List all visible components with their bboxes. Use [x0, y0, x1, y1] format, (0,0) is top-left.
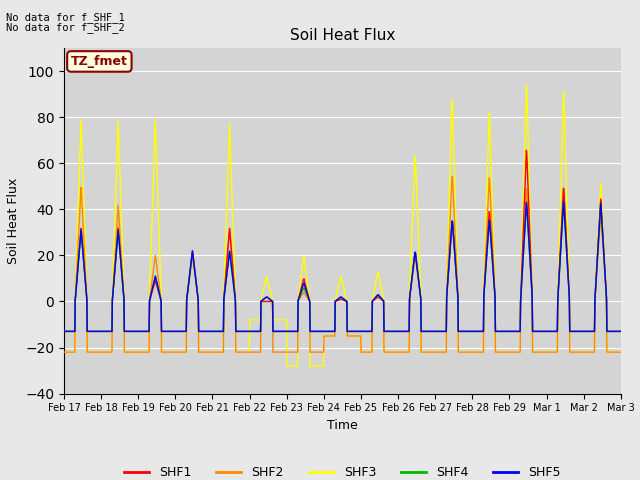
SHF3	[246, 317, 254, 323]
X-axis label: Time: Time	[327, 419, 358, 432]
SHF2	[170, 349, 178, 355]
SHF5	[246, 328, 254, 334]
Line: SHF1: SHF1	[64, 150, 621, 331]
Legend: SHF1, SHF2, SHF3, SHF4, SHF5: SHF1, SHF2, SHF3, SHF4, SHF5	[119, 461, 566, 480]
Line: SHF2: SHF2	[64, 176, 621, 352]
SHF1	[551, 328, 559, 334]
SHF4	[246, 328, 254, 334]
SHF5	[429, 328, 436, 334]
Text: No data for f_SHF_1: No data for f_SHF_1	[6, 12, 125, 23]
SHF2	[246, 349, 254, 355]
SHF1	[246, 328, 254, 334]
SHF1	[170, 328, 178, 334]
Line: SHF4: SHF4	[64, 204, 621, 331]
SHF3	[552, 349, 559, 355]
SHF5	[560, 199, 568, 204]
SHF3	[283, 363, 291, 369]
SHF4	[60, 328, 68, 334]
SHF5	[184, 287, 191, 293]
SHF2	[429, 349, 436, 355]
SHF1	[60, 328, 68, 334]
Text: TZ_fmet: TZ_fmet	[71, 55, 128, 68]
SHF3	[617, 349, 625, 355]
SHF4	[597, 201, 605, 206]
SHF3	[502, 349, 509, 355]
SHF2	[617, 349, 625, 355]
SHF4	[170, 328, 178, 334]
SHF1	[617, 328, 625, 334]
SHF2	[184, 288, 191, 294]
SHF5	[60, 328, 68, 334]
SHF1	[184, 287, 191, 293]
SHF4	[617, 328, 625, 334]
SHF4	[502, 328, 509, 334]
Line: SHF3: SHF3	[64, 85, 621, 366]
SHF4	[184, 287, 191, 293]
Y-axis label: Soil Heat Flux: Soil Heat Flux	[6, 178, 20, 264]
SHF2	[448, 173, 456, 179]
SHF1	[502, 328, 509, 334]
SHF3	[184, 288, 191, 294]
SHF4	[429, 328, 436, 334]
SHF2	[502, 349, 509, 355]
SHF3	[60, 349, 68, 355]
SHF1	[522, 147, 530, 153]
Text: No data for f_SHF_2: No data for f_SHF_2	[6, 22, 125, 33]
Title: Soil Heat Flux: Soil Heat Flux	[290, 28, 395, 43]
SHF4	[551, 328, 559, 334]
SHF2	[60, 349, 68, 355]
SHF2	[551, 349, 559, 355]
SHF3	[170, 349, 178, 355]
SHF1	[429, 328, 436, 334]
Line: SHF5: SHF5	[64, 202, 621, 331]
SHF3	[522, 82, 530, 88]
SHF5	[551, 328, 559, 334]
SHF5	[170, 328, 178, 334]
SHF5	[502, 328, 509, 334]
SHF3	[429, 349, 437, 355]
SHF5	[617, 328, 625, 334]
